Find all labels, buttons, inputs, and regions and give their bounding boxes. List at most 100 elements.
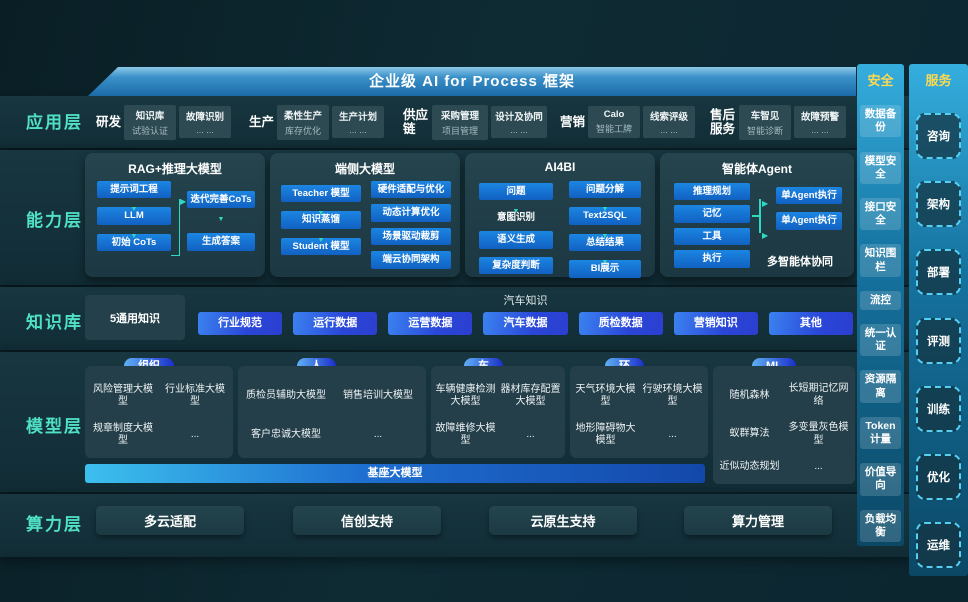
app-card-line: 智能诊断 [746,125,783,136]
compute-item-multicloud: 多云适配 [96,506,244,535]
down-arrow-icon [569,198,641,207]
app-card-line: ... ... [811,125,829,135]
security-strip: 安全 数据备份 模型安全 接口安全 知识围栏 流控 统一认证 资源隔离 Toke… [857,64,904,546]
app-card: 知识库 试验认证 [124,104,177,140]
app-card-line: ... ... [510,125,528,135]
flow-node: Teacher 模型 [281,185,361,203]
model-card-env: 天气环境大模型 行驶环境大模型 地形障碍物大模型 ... [570,366,708,458]
flow-node: 提示词工程 [97,181,171,199]
app-card-line: 库存优化 [285,125,322,136]
cap-box-agent: 智能体Agent 推理规划 记忆 工具 执行 单Agent执行 单Agent执行… [660,153,854,277]
down-arrow-icon [97,198,171,207]
layer-label-application: 应用层 [26,113,83,132]
knowledge-chip: 运行数据 [293,312,378,335]
down-arrow-icon [569,251,641,260]
app-card: 采购管理 项目管理 [432,104,488,140]
security-item: 知识围栏 [860,244,901,277]
edge-feature-list: 硬件适配与优化 动态计算优化 场景驱动裁剪 端云协同架构 [371,181,451,269]
services-header: 服务 [925,73,952,88]
app-card: 生产计划 ... ... [332,106,385,138]
app-card-line: 故障预警 [800,112,839,123]
layer-label-knowledge: 知识库 [26,313,83,332]
model-item: 天气环境大模型 [575,383,636,408]
auto-knowledge-title: 汽车知识 [503,295,548,307]
knowledge-chip: 质检数据 [578,312,663,335]
framework-title-banner: 企业级 AI for Process 框架 [88,67,856,96]
app-card: 设计及协同 ... ... [491,106,547,138]
app-card-line: 试验认证 [132,125,169,136]
down-arrow-icon [97,225,171,234]
security-item: 价值导向 [860,463,901,496]
cap-box-ai4bi: AI4BI 问题 意图识别 语义生成 复杂度判断 问题分解 Text2SQL 总… [465,153,655,278]
compute-item-power-mgmt: 算力管理 [684,506,832,535]
model-item: 规章制度大模型 [93,422,153,447]
service-item: 运维 [916,521,961,568]
security-item: Token计量 [860,416,901,450]
service-item: 优化 [916,453,961,500]
model-item: ... [373,428,383,440]
model-item: 故障维修大模型 [435,422,496,447]
connector-line [752,215,760,217]
app-card: 线索评级 ... ... [643,106,696,138]
flow-node: 迭代完善CoTs [187,191,255,209]
app-card-line: ... ... [349,125,367,135]
app-group-label: 供应链 [403,107,429,136]
down-arrow-icon [479,200,553,209]
knowledge-chip: 行业规范 [198,312,283,335]
services-strip: 服务 咨询 架构 部署 评测 训练 优化 运维 [909,64,968,576]
compute-item-cloudnative: 云原生支持 [489,506,637,535]
cap-box-title: 智能体Agent [722,162,792,176]
ai4bi-flow-right: 问题分解 Text2SQL 总结结果 BI展示 [569,181,641,278]
flow-node: 问题分解 [569,181,641,199]
app-group-label: 售后服务 [710,107,736,136]
model-item: ... [668,428,677,440]
model-item: 地形障碍物大模型 [575,422,636,447]
flow-node: 语义生成 [479,231,553,249]
app-group-label: 研发 [96,114,122,129]
app-card-line: 采购管理 [440,110,479,122]
security-item: 接口安全 [860,197,901,231]
app-card-line: 线索评级 [650,112,689,123]
app-group-rd: 研发 知识库 试验认证 故障识别 ... ... [96,103,232,141]
app-card-line: 故障识别 [186,112,225,123]
flow-node: 生成答案 [187,233,255,251]
model-item: 蚁群算法 [729,428,770,440]
app-card-line: ... ... [196,125,214,135]
app-card-line: 柔性生产 [284,110,323,122]
right-arrow-icon [762,193,768,211]
model-item: 多变量灰色模型 [788,422,849,446]
connector-line [759,199,761,233]
connector-line [171,199,180,256]
knowledge-chip: 运营数据 [388,312,473,335]
feature-node: 硬件适配与优化 [371,181,451,199]
model-card-ml: 随机森林 长短期记忆网络 蚁群算法 多变量灰色模型 近似动态规划 ... [713,366,855,484]
knowledge-chip: 其他 [768,312,853,335]
app-card-line: Calo [603,109,625,120]
security-item: 统一认证 [860,324,901,357]
layer-label-model: 模型层 [26,417,83,436]
cap-box-title: 端侧大模型 [334,162,395,176]
cap-box-title: AI4BI [544,160,576,174]
flow-node: 问题 [479,183,553,201]
app-group-marketing: 营销 Calo 智能工牌 线索评级 ... ... [560,103,696,141]
layer-label-compute: 算力层 [26,515,83,534]
service-item: 部署 [916,249,961,296]
model-item: 车辆健康检测大模型 [435,383,496,408]
model-item: 随机森林 [729,389,770,401]
model-item: 器材库存配置大模型 [500,383,561,408]
agent-node: 工具 [674,227,750,246]
ai4bi-flow-left: 问题 意图识别 语义生成 复杂度判断 [479,183,553,275]
app-card: 车智见 智能诊断 [739,104,791,140]
security-item: 数据备份 [860,105,901,138]
flow-node: LLM [97,207,171,225]
layer-label-capability: 能力层 [26,211,83,230]
base-model-bar: 基座大模型 [85,464,705,483]
down-arrow-icon [281,202,361,211]
app-card-line: 车智见 [750,110,780,122]
down-arrow-icon [569,225,641,234]
model-card-org: 风险管理大模型 行业标准大模型 规章制度大模型 ... [85,366,233,458]
app-card-line: ... ... [660,125,678,135]
multi-agent-caption: 多智能体协同 [767,256,833,268]
model-item: 质检员辅助大模型 [246,389,326,401]
app-group-label: 营销 [560,114,586,129]
